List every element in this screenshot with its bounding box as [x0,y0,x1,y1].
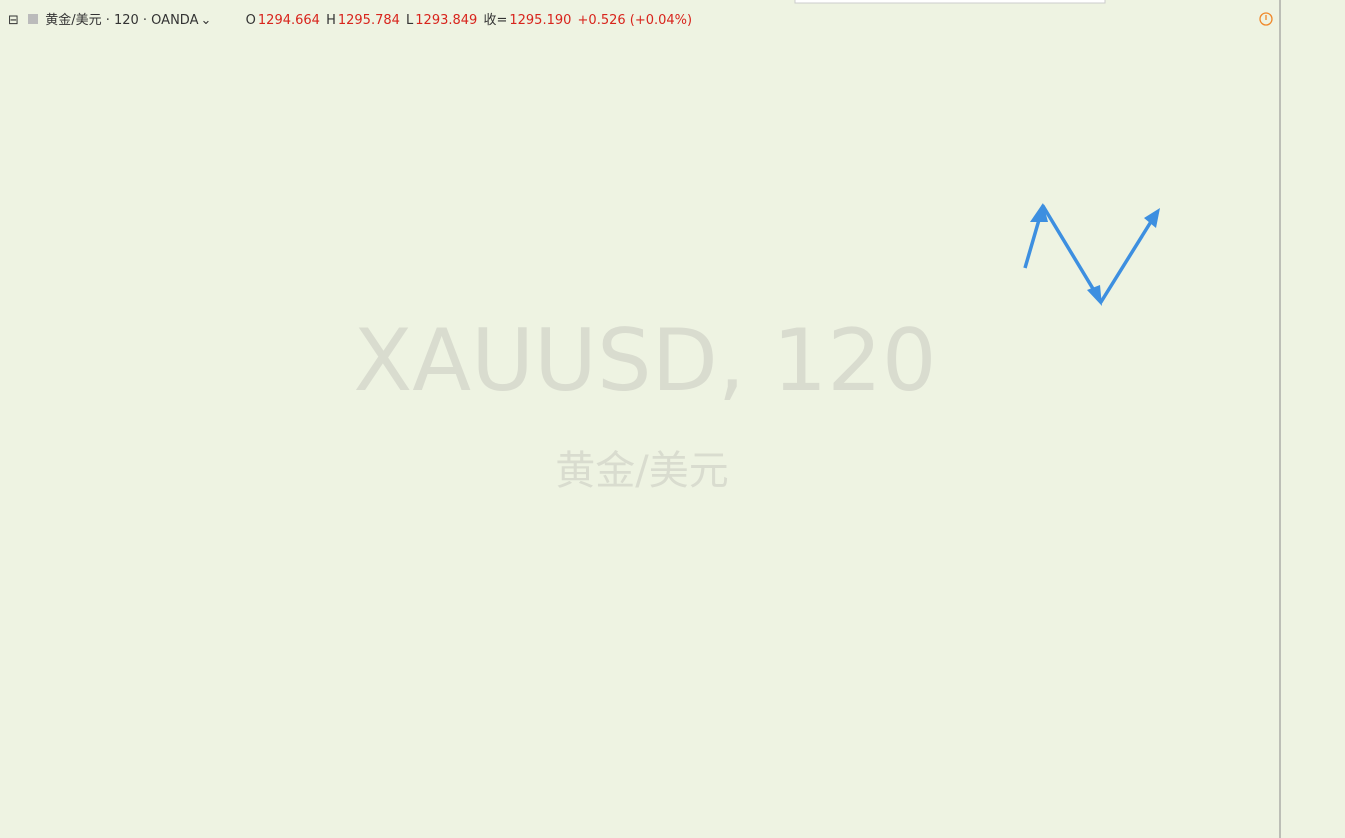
open-prefix: O [245,13,256,28]
arrow-head [1087,285,1102,306]
low-prefix: L [406,13,414,28]
symbol-icon [28,14,39,24]
watermark-sub: 黄金/美元 [555,448,728,494]
collapse-icon[interactable]: ⊟ [8,13,19,28]
close-value: 1295.190 [509,13,572,28]
dropdown[interactable]: ⌄ [200,13,212,28]
arrow-head [1144,208,1160,228]
low-value: 1293.849 [415,13,478,28]
projection-path [1023,204,1159,304]
arrow-head [1030,203,1048,222]
price-axis [1280,0,1345,838]
legend-header: ⊟ 黄金/美元 · 120 · OANDA ⌄ O 1294.664 H 1295.7… [8,9,694,28]
symbol[interactable]: 黄金/美元 · 120 · OANDA [45,13,199,28]
watermark: XAUUSD, 120 [353,311,936,411]
close-prefix: 收= [483,13,508,28]
high-prefix: H [326,13,336,28]
toolbar-edge [794,0,1106,4]
change: +0.526 (+0.04%) [577,13,693,28]
alert-icon[interactable] [1259,12,1273,26]
high-value: 1295.784 [337,13,400,28]
open-value: 1294.664 [257,13,320,28]
projection-arrows [1023,203,1160,306]
